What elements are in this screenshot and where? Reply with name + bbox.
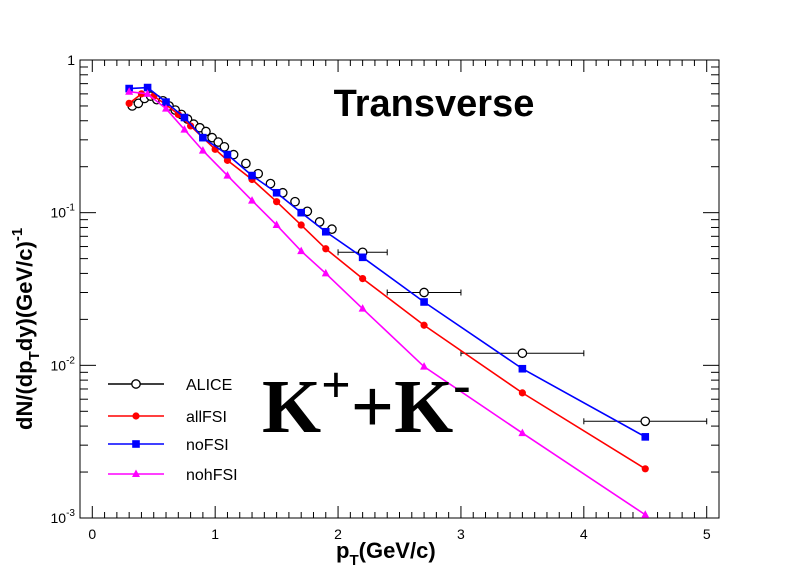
series-line — [129, 90, 646, 516]
data-point — [272, 188, 281, 197]
data-point — [641, 510, 650, 518]
x-tick-label: 4 — [580, 526, 588, 542]
x-tick-label: 5 — [703, 526, 711, 542]
y-tick-labels: 1 10-1 10-2 10-3 — [51, 52, 76, 526]
data-point — [641, 465, 649, 473]
data-point — [241, 158, 251, 169]
x-tick-label: 1 — [211, 526, 219, 542]
data-point — [321, 227, 330, 236]
data-point — [297, 246, 306, 255]
legend-label: allFSI — [186, 409, 227, 426]
data-point — [180, 125, 189, 133]
data-point — [321, 268, 330, 277]
chart-title: Transverse — [334, 83, 535, 125]
data-point — [174, 110, 182, 119]
legend-marker — [132, 469, 140, 477]
legend-label: nohFSI — [186, 467, 238, 484]
series-nohFSI — [125, 87, 650, 518]
data-point — [199, 133, 207, 142]
data-point — [272, 220, 281, 229]
legend-marker — [132, 412, 140, 420]
y-tick-label: 1 — [67, 52, 75, 68]
data-point — [223, 150, 232, 159]
y-tick-label: 10-1 — [51, 203, 76, 221]
legend-label: noFSI — [186, 437, 229, 454]
data-point — [420, 298, 428, 306]
data-point — [358, 253, 367, 262]
data-point — [143, 83, 152, 92]
data-point — [180, 113, 189, 122]
data-point — [419, 287, 429, 298]
plot-frame — [79, 59, 720, 519]
data-point — [518, 364, 527, 373]
data-point — [223, 156, 232, 164]
y-tick-label: 10-2 — [51, 355, 76, 373]
data-point — [273, 198, 281, 206]
data-point — [641, 433, 650, 441]
data-point — [223, 171, 232, 179]
data-point — [518, 428, 527, 437]
data-point — [125, 87, 134, 95]
data-point — [420, 321, 428, 329]
x-tick-label: 2 — [334, 526, 342, 542]
legend: ALICE allFSI noFSI nohFSI — [108, 377, 238, 484]
y-axis-title: dN/(dpTdy)(GeV/c)-1 — [9, 228, 43, 430]
data-point — [517, 348, 528, 359]
data-point — [297, 208, 305, 217]
data-point — [162, 98, 170, 106]
axis-ticks — [79, 59, 720, 519]
data-point — [322, 245, 330, 253]
data-point — [125, 99, 133, 107]
data-point — [162, 104, 171, 112]
data-point — [198, 146, 207, 154]
data-point — [248, 171, 256, 180]
data-point — [358, 304, 367, 312]
data-point — [518, 389, 526, 397]
data-point — [297, 221, 305, 229]
x-tick-label: 3 — [457, 526, 465, 542]
data-point — [640, 416, 651, 427]
data-point — [143, 89, 152, 97]
x-tick-labels: 0 1 2 3 4 5 — [88, 526, 710, 542]
data-point — [290, 196, 300, 207]
data-point — [359, 274, 367, 283]
data-point — [248, 196, 257, 204]
legend-label: ALICE — [186, 377, 232, 394]
legend-marker — [132, 440, 140, 448]
x-tick-label: 0 — [88, 526, 96, 542]
series-layer — [125, 83, 708, 518]
data-point — [133, 98, 144, 109]
legend-marker — [131, 379, 141, 389]
series-noFSI — [125, 83, 650, 441]
data-point — [420, 362, 429, 370]
x-axis-title: pT(GeV/c) — [336, 538, 436, 569]
particle-annotation: K++K- — [262, 357, 471, 449]
y-tick-label: 10-3 — [51, 508, 76, 526]
data-point — [186, 122, 195, 130]
